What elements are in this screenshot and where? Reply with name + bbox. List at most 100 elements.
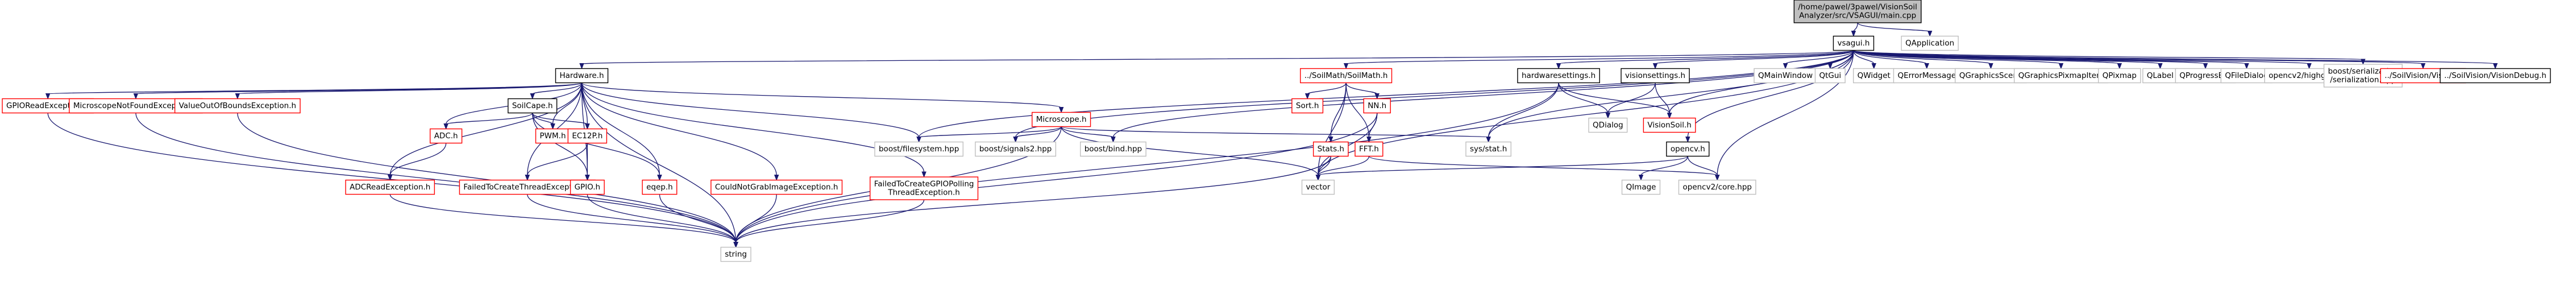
edge-arrowhead [1058,107,1064,113]
edge-arrowhead [1988,63,1993,69]
edge-line [532,113,660,176]
dependency-edge [1368,155,1720,181]
edge-arrowhead [530,93,535,100]
edge-line [237,113,737,243]
node-nn-h[interactable]: NN.h [1363,98,1391,114]
node-root: /home/pawel/3pawel/VisionSoilAnalyzer/sr… [1793,0,1922,23]
node-valueoutofboundsexception-h[interactable]: ValueOutOfBoundsException.h [174,98,301,114]
edge-line [919,126,1062,138]
dependency-edge [532,113,590,181]
edge-line [527,143,588,176]
edge-arrowhead [2058,63,2064,69]
edge-arrowhead [443,123,448,130]
edge-arrowhead [1714,175,1720,181]
edge-line [1607,83,1656,114]
edge-arrowhead [1366,137,1372,143]
node-eqep-h[interactable]: eqep.h [642,179,678,195]
node-stats-h[interactable]: Stats.h [1312,141,1349,157]
edge-arrowhead [657,175,662,181]
edge-line [532,83,583,95]
edge-arrowhead [1328,137,1333,143]
edge-line [445,112,533,125]
dependency-edge [1486,83,1559,143]
edge-arrowhead [916,137,921,143]
edge-line [1368,113,1378,138]
edge-line [1853,50,2364,60]
node-fft-h[interactable]: FFT.h [1355,141,1383,157]
node-adc-h[interactable]: ADC.h [429,128,463,144]
node-pwm-h[interactable]: PWM.h [535,128,571,144]
node-box [1621,68,1690,84]
node-box [1643,117,1696,133]
node-label: ../SoilMath/SoilMath.h [1304,71,1388,80]
node-label: opencv.h [1671,145,1705,154]
node-label: Sort.h [1296,101,1319,110]
node-soilmath-h[interactable]: ../SoilMath/SoilMath.h [1300,68,1393,84]
node-qpixmap: QPixmap [2098,68,2141,84]
node-vector: vector [1301,179,1335,195]
edge-line [1853,50,1927,65]
node-couldnotgrabimageexception-h[interactable]: CouldNotGrabImageException.h [711,179,843,195]
node-label: QImage [1626,183,1656,192]
node-soilcape-h[interactable]: SoilCape.h [508,98,558,114]
node-soilvision-visiondebug-h[interactable]: ../SoilVision/VisionDebug.h [2440,68,2551,84]
node-visionsettings-h[interactable]: visionsettings.h [1621,68,1690,84]
edge-line [1655,50,1854,65]
node-hardware-h[interactable]: Hardware.h [555,68,609,84]
edge-arrowhead [585,175,590,181]
node-label: QProgressBar [2179,71,2232,80]
node-opencv-h[interactable]: opencv.h [1666,141,1710,157]
node-failedtocreategpiopollingthreadexception-h[interactable]: FailedToCreateGPIOPollingThreadException… [870,176,979,200]
node-qlabel: QLabel [2142,68,2178,84]
node-box [535,128,571,144]
node-visionsoil-h[interactable]: VisionSoil.h [1643,117,1696,133]
dependency-edge [581,83,738,248]
dependency-edge [733,194,777,248]
node-sort-h[interactable]: Sort.h [1291,98,1324,114]
node-boost-filesystem: boost/filesystem.hpp [874,141,964,157]
node-string: string [720,246,751,262]
node-box [1032,112,1091,127]
node-vsagui-h[interactable]: vsagui.h [1833,35,1875,51]
node-label: ThreadException.h [887,188,960,197]
dependency-edge [733,83,1559,248]
dependency-edge [532,113,590,130]
node-microscope-h[interactable]: Microscope.h [1032,112,1091,127]
edge-line [1368,155,1718,176]
node-label: QDialog [1593,121,1623,130]
node-adcreadexception-h[interactable]: ADCReadException.h [345,179,435,195]
edge-arrowhead [1667,113,1672,119]
node-label: Analyzer/src/VSAGUI/main.cpp [1799,11,1916,20]
dependency-edge [1013,126,1062,143]
edge-arrowhead [525,175,530,181]
edge-arrowhead [1851,31,1856,37]
node-gpio-h[interactable]: GPIO.h [570,179,605,195]
node-box [345,179,435,195]
dependency-edge [1343,50,1854,69]
edge-line [1853,50,1875,64]
node-label: QFileDialog [2225,71,2268,80]
edge-line [1853,50,2062,65]
dependency-edge [733,156,1331,248]
node-boost-signals2: boost/signals2.hpp [975,141,1057,157]
node-hardwaresettings-h[interactable]: hardwaresettings.h [1517,68,1600,84]
dependency-edge [581,83,779,181]
node-label: Microscope.h [1036,115,1087,124]
node-label: QPixmap [2103,71,2137,80]
dependency-edge [1111,50,1854,143]
node-ec12p-h[interactable]: EC12P.h [567,128,608,144]
edge-arrowhead [2420,63,2426,69]
node-box [1814,68,1846,84]
edge-arrowhead [1111,137,1116,143]
node-qerrormessage: QErrorMessage [1893,68,1960,84]
edge-line [1640,156,1688,176]
node-box [2220,68,2273,84]
edge-arrowhead [1315,175,1321,181]
node-qwidget: QWidget [1852,68,1895,84]
edge-line [527,194,737,243]
edge-line [1853,50,2310,65]
node-box [1517,68,1600,84]
dependency-edge [916,50,1854,143]
node-box [1588,117,1628,133]
node-box [508,98,558,114]
